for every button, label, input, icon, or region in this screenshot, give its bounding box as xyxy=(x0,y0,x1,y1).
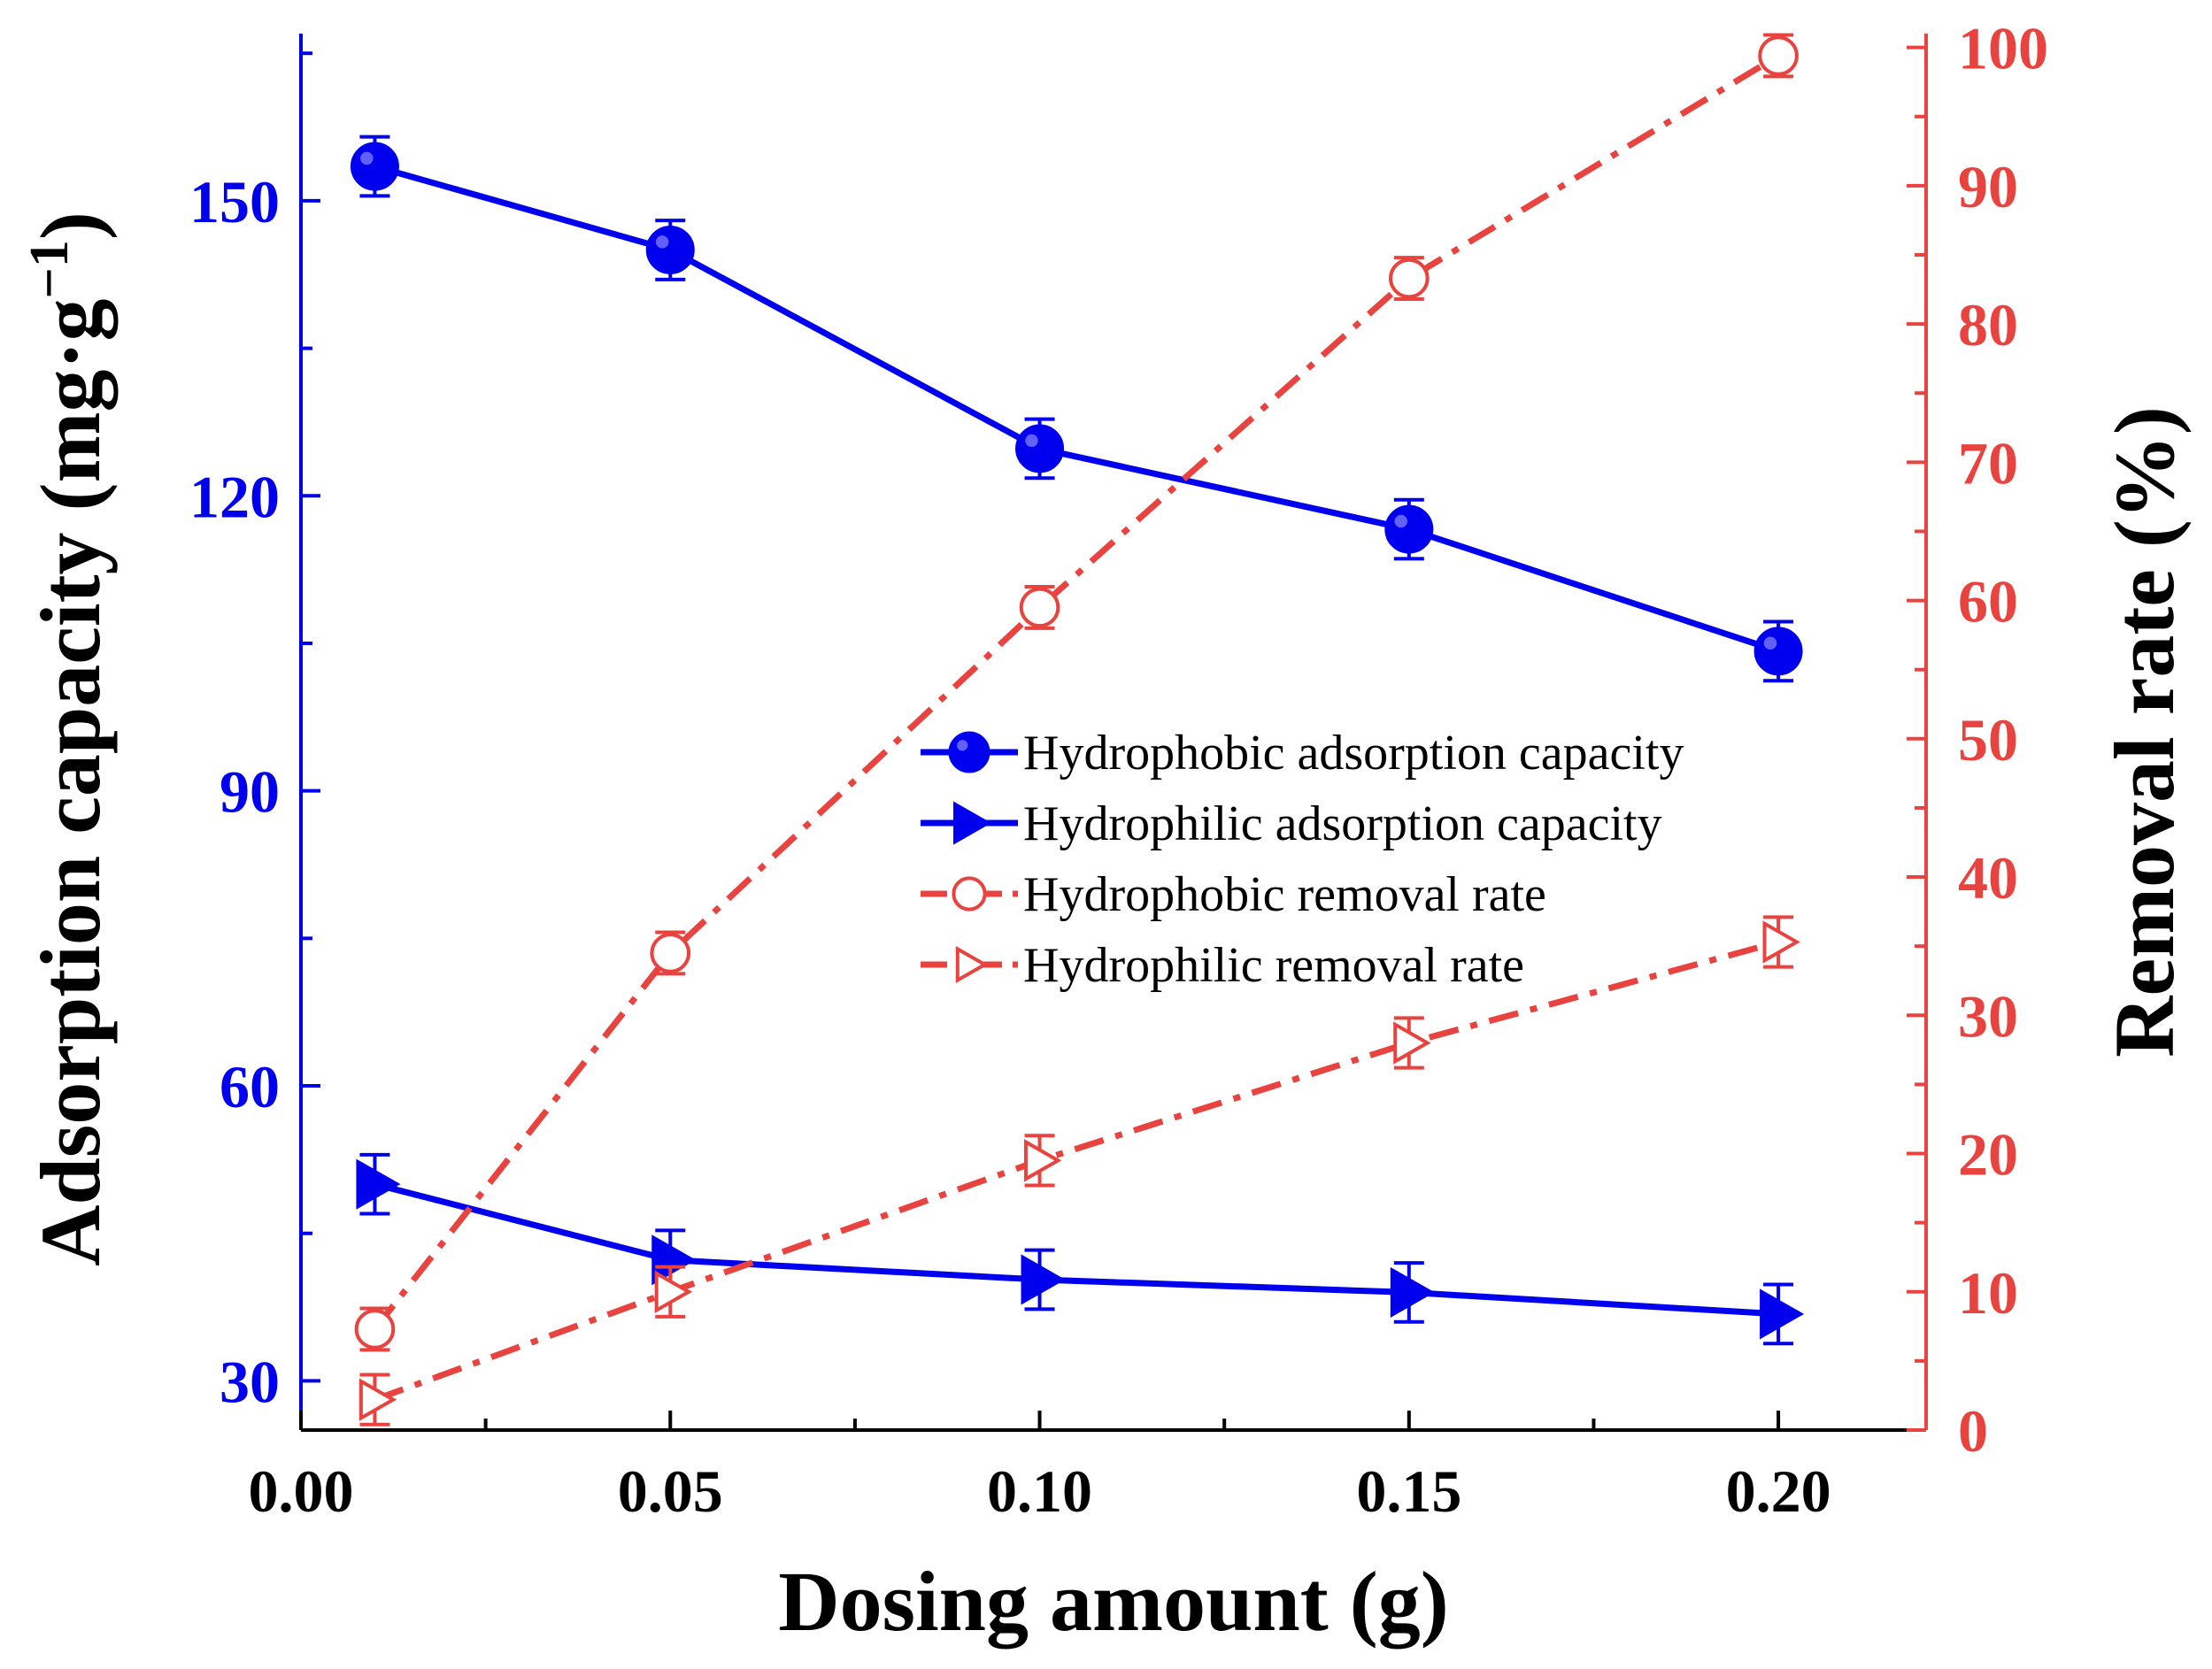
x-tick-label: 0.15 xyxy=(1356,1457,1461,1525)
x-tick-label: 0.10 xyxy=(987,1457,1092,1525)
legend-item: Hydrophilic adsorption capacity xyxy=(921,796,1662,851)
left-tick-label: 60 xyxy=(220,1053,280,1120)
data-point xyxy=(1753,627,1803,676)
legend-label: Hydrophobic removal rate xyxy=(1023,867,1546,922)
data-point xyxy=(354,1309,396,1350)
data-point xyxy=(350,142,399,191)
right-tick-label: 70 xyxy=(1958,429,2018,496)
data-point xyxy=(651,1234,697,1286)
marker-body xyxy=(1384,504,1434,554)
x-tick-label: 0.20 xyxy=(1726,1457,1831,1525)
left-tick-label: 90 xyxy=(220,758,280,826)
data-point xyxy=(1758,35,1799,76)
right-tick-label: 0 xyxy=(1958,1397,1988,1465)
data-point xyxy=(1760,1288,1805,1340)
data-point xyxy=(1762,920,1800,964)
legend-marker xyxy=(955,945,989,984)
data-point xyxy=(1390,1266,1435,1319)
right-tick-label: 40 xyxy=(1958,844,2018,911)
series-1 xyxy=(356,1152,1805,1346)
left-axis-title-superscript: −1 xyxy=(19,240,80,298)
left-axis-title-main: Adsorption capacity (mg·g xyxy=(23,299,118,1266)
marker-highlight xyxy=(1763,636,1777,650)
legend-item: Hydrophobic removal rate xyxy=(921,867,1546,922)
marker-body xyxy=(1015,424,1065,473)
x-tick-label: 0.05 xyxy=(618,1457,723,1525)
legend-item: Hydrophilic removal rate xyxy=(921,938,1524,993)
plot-frame xyxy=(299,34,1928,1432)
legend-label: Hydrophilic adsorption capacity xyxy=(1023,796,1662,851)
marker-highlight xyxy=(1394,514,1407,528)
series-3 xyxy=(358,915,1800,1427)
legend-item: Hydrophobic adsorption capacity xyxy=(921,726,1684,781)
right-tick-label: 10 xyxy=(1958,1259,2018,1327)
legend-label: Hydrophobic adsorption capacity xyxy=(1023,726,1684,781)
series-2 xyxy=(354,33,1799,1352)
legend: Hydrophobic adsorption capacity Hydrophil… xyxy=(921,726,1684,993)
marker-highlight xyxy=(957,740,968,751)
marker-body xyxy=(948,731,990,773)
right-tick-label: 80 xyxy=(1958,291,2018,358)
data-point xyxy=(1389,258,1430,299)
data-point xyxy=(1019,587,1060,628)
right-tick-label: 100 xyxy=(1958,15,2048,82)
left-axis-title: Adsorption capacity (mg·g−1) xyxy=(19,212,118,1266)
marker-body xyxy=(350,142,399,191)
x-tick-label: 0.00 xyxy=(249,1457,354,1525)
series-line xyxy=(374,939,1780,1403)
marker-highlight xyxy=(655,235,669,249)
data-point xyxy=(1021,1254,1066,1305)
data-point xyxy=(1015,424,1065,473)
marker-highlight xyxy=(1025,434,1038,448)
data-point xyxy=(1023,1139,1062,1182)
left-tick-label: 150 xyxy=(189,168,280,235)
right-tick-label: 20 xyxy=(1958,1121,2018,1188)
marker-highlight xyxy=(360,151,374,165)
data-point xyxy=(654,1270,693,1314)
right-axis-title: Removal rate (%) xyxy=(2097,406,2192,1058)
series-layer xyxy=(350,33,1805,1427)
legend-marker xyxy=(952,876,987,911)
legend-marker xyxy=(953,801,992,845)
series-line xyxy=(374,1181,1779,1318)
series-0 xyxy=(350,135,1803,683)
right-tick-label: 90 xyxy=(1958,153,2018,220)
data-point xyxy=(645,225,695,274)
left-y-axis: 30 60 90 120 150 xyxy=(189,51,320,1415)
legend-marker xyxy=(948,731,990,773)
left-axis-title-close: ) xyxy=(23,212,118,240)
marker-body xyxy=(1753,627,1803,676)
data-point xyxy=(1393,1021,1431,1065)
right-tick-label: 30 xyxy=(1958,982,2018,1050)
right-y-axis: 0 10 20 30 40 50 60 70 80 90 100 xyxy=(1907,15,2048,1465)
series-line xyxy=(372,53,1780,1332)
data-point xyxy=(650,933,691,973)
x-axis-title: Dosing amount (g) xyxy=(778,1554,1448,1649)
data-point xyxy=(358,1378,397,1421)
marker-body xyxy=(645,225,695,274)
series-line xyxy=(374,163,1780,655)
x-axis: 0.00 0.05 0.10 0.15 0.20 xyxy=(249,1411,1831,1525)
left-tick-label: 120 xyxy=(189,463,280,530)
right-tick-label: 60 xyxy=(1958,568,2018,635)
legend-label: Hydrophilic removal rate xyxy=(1023,938,1524,993)
right-tick-label: 50 xyxy=(1958,706,2018,773)
left-tick-label: 30 xyxy=(220,1348,280,1415)
data-point xyxy=(356,1158,401,1210)
data-point xyxy=(1384,504,1434,554)
